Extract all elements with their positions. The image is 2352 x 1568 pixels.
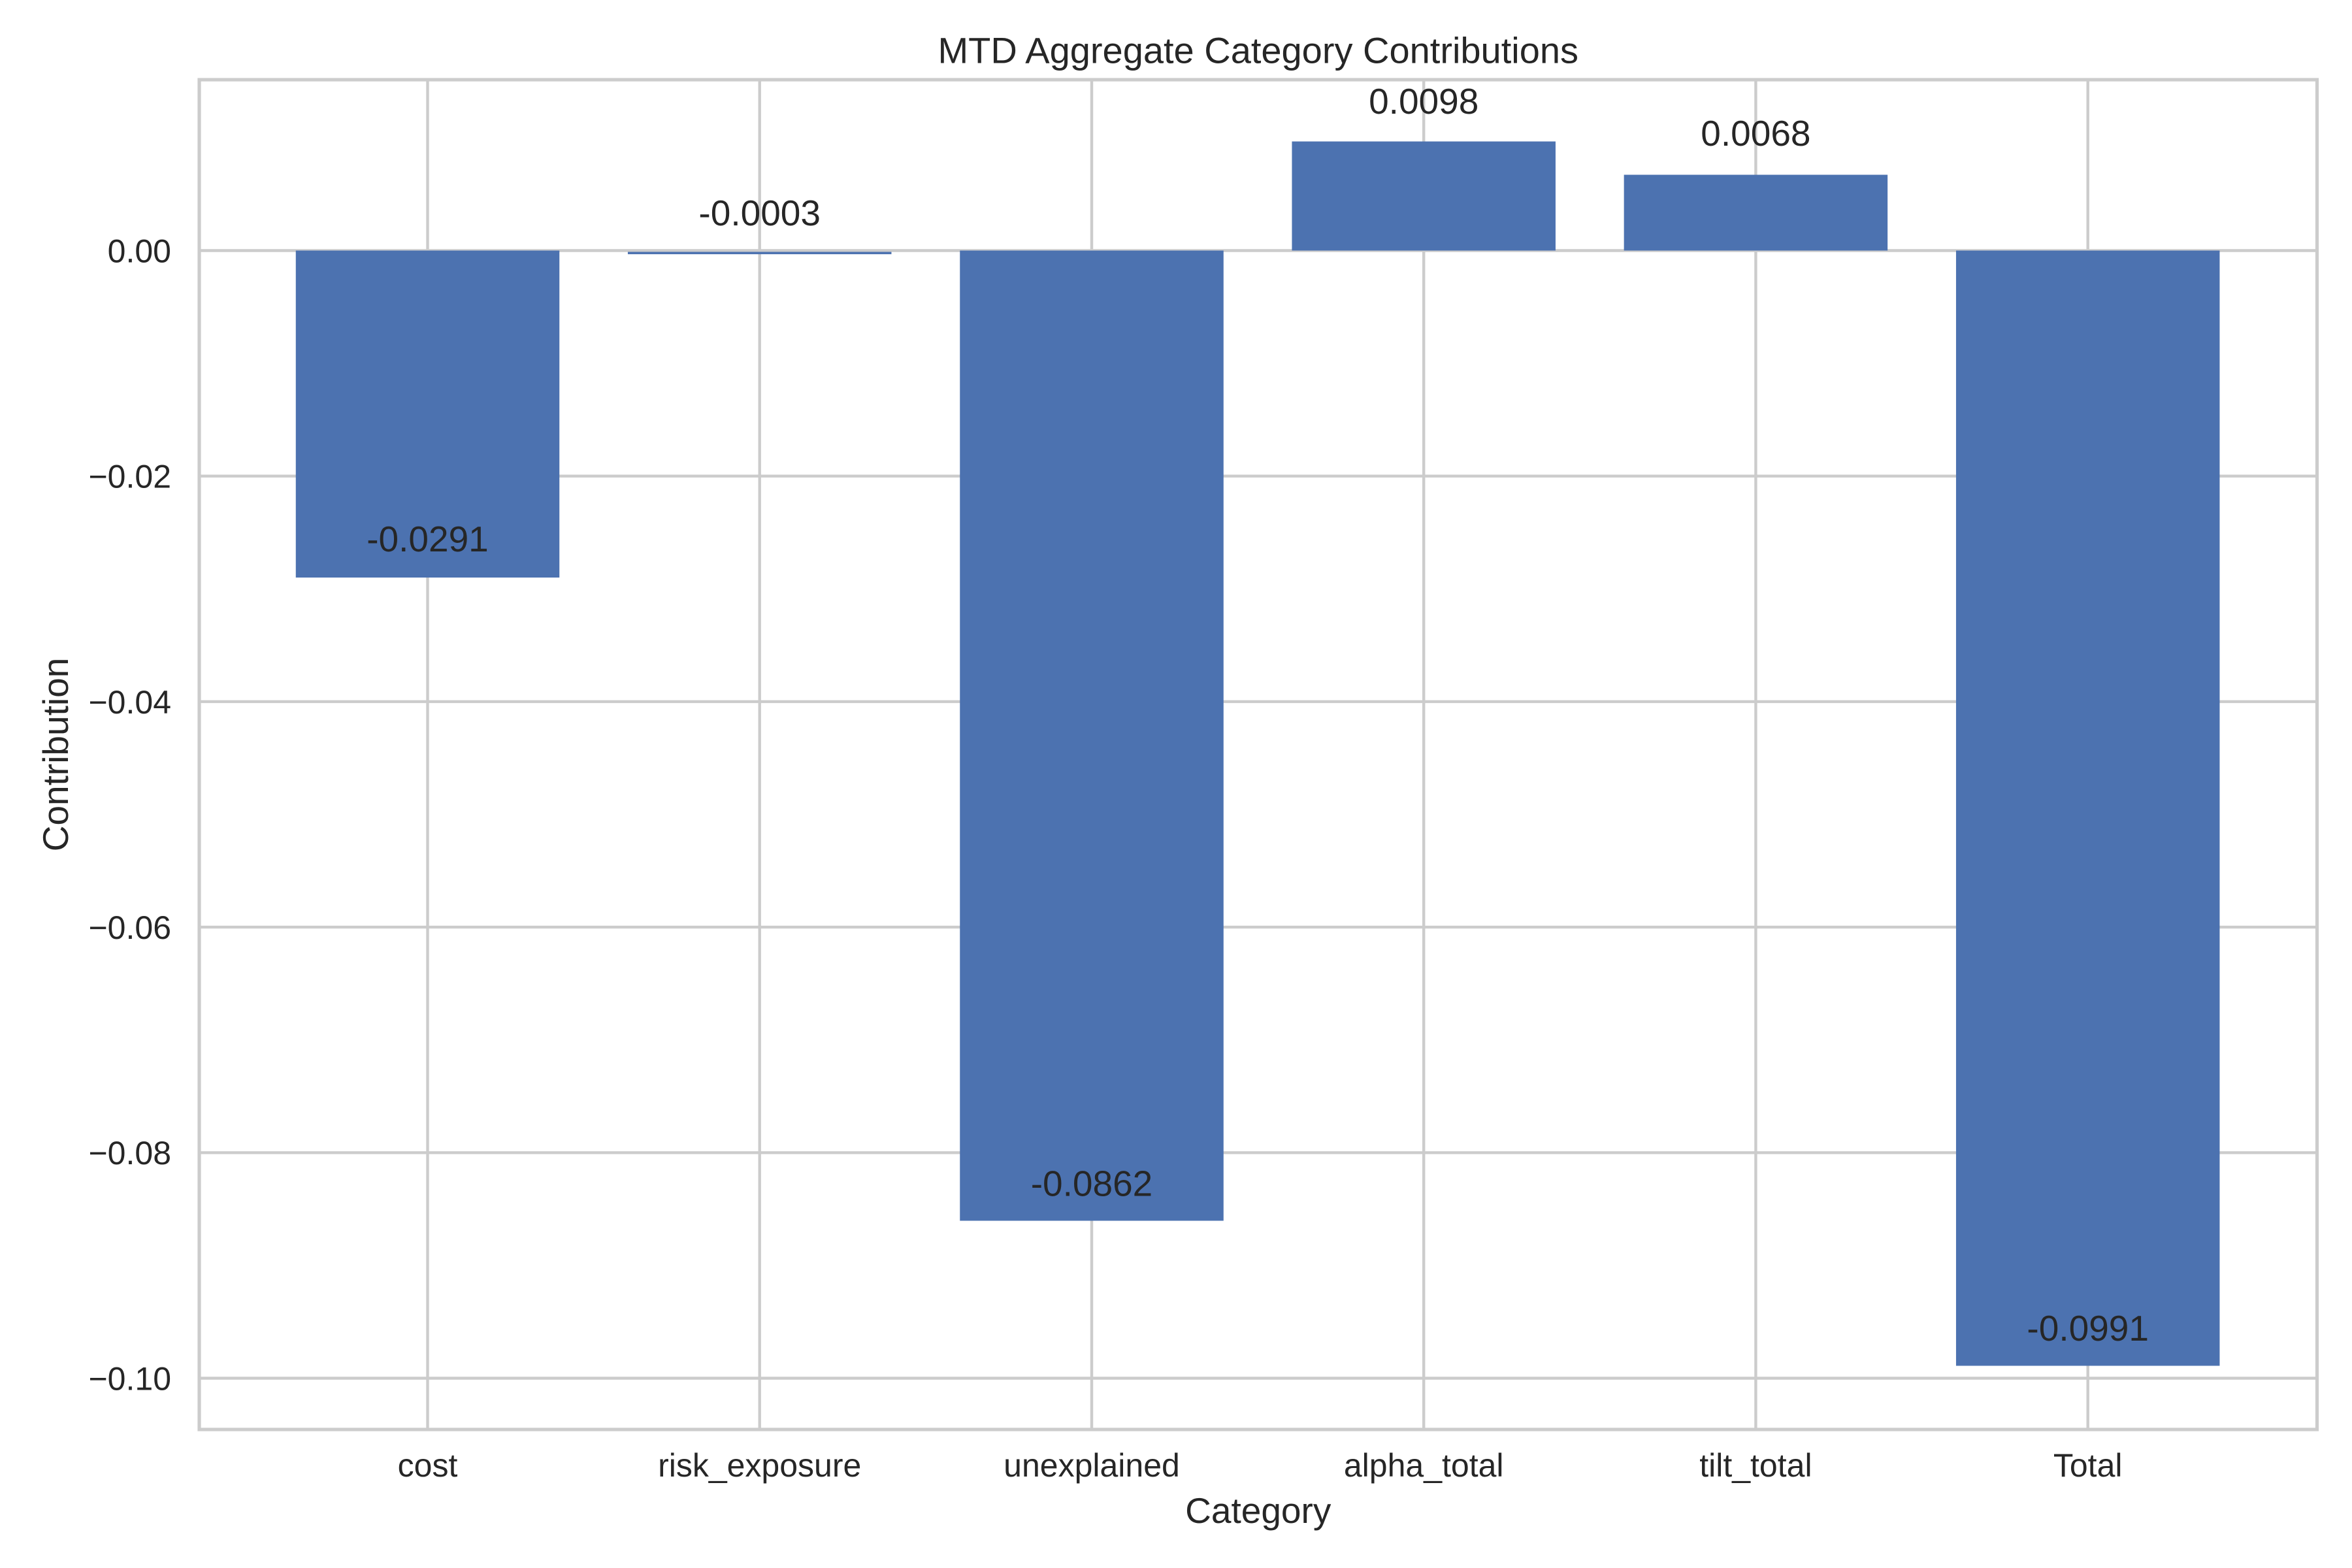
svg-text:tilt_total: tilt_total [1699, 1447, 1812, 1484]
svg-text:cost: cost [398, 1447, 458, 1484]
svg-text:risk_exposure: risk_exposure [658, 1447, 861, 1484]
svg-text:alpha_total: alpha_total [1344, 1447, 1504, 1484]
svg-text:-0.0991: -0.0991 [2027, 1308, 2149, 1348]
svg-text:0.0068: 0.0068 [1701, 113, 1810, 154]
svg-text:-0.0291: -0.0291 [367, 519, 489, 559]
svg-text:−0.10: −0.10 [88, 1360, 171, 1397]
svg-text:−0.06: −0.06 [88, 909, 171, 946]
svg-text:MTD Aggregate Category Contrib: MTD Aggregate Category Contributions [938, 30, 1579, 71]
svg-text:−0.04: −0.04 [88, 684, 171, 721]
svg-text:0.00: 0.00 [108, 233, 171, 269]
svg-text:Contribution: Contribution [35, 658, 76, 852]
svg-text:unexplained: unexplained [1004, 1447, 1180, 1484]
svg-text:0.0098: 0.0098 [1369, 81, 1478, 122]
svg-text:-0.0003: -0.0003 [698, 193, 821, 233]
svg-text:Category: Category [1185, 1490, 1331, 1531]
svg-text:−0.08: −0.08 [88, 1135, 171, 1171]
svg-text:-0.0862: -0.0862 [1031, 1164, 1153, 1204]
svg-text:Total: Total [2053, 1447, 2123, 1484]
svg-text:−0.02: −0.02 [88, 459, 171, 495]
